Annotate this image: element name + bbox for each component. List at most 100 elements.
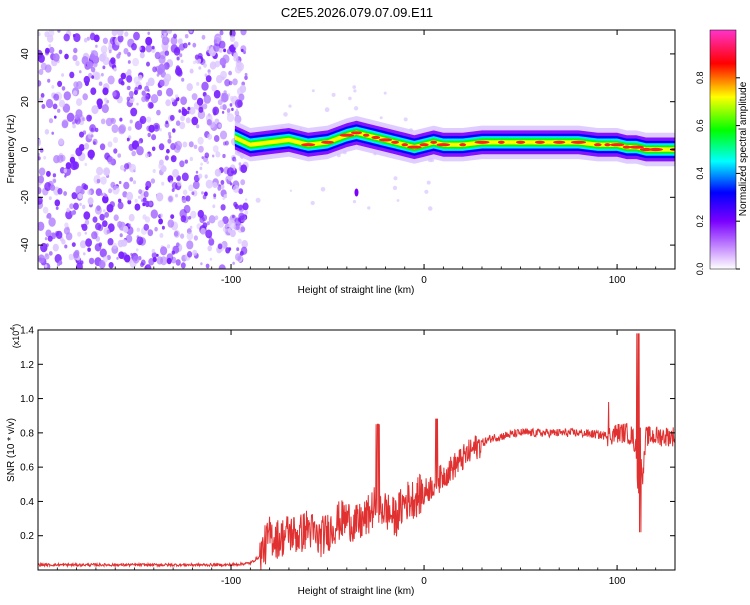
ridge-peak xyxy=(371,135,381,140)
noise-blob xyxy=(205,229,213,239)
noise-blob xyxy=(175,259,181,266)
noise-blob xyxy=(166,148,170,154)
noise-blob xyxy=(232,214,235,219)
noise-blob xyxy=(154,51,161,60)
noise-blob xyxy=(70,160,78,171)
noise-blob xyxy=(170,97,175,103)
noise-blob xyxy=(140,262,144,268)
noise-blob xyxy=(198,66,202,70)
noise-blob xyxy=(38,167,46,176)
noise-blob xyxy=(53,93,60,101)
noise-blob xyxy=(180,262,186,269)
noise-blob xyxy=(167,219,175,228)
noise-blob xyxy=(163,32,167,37)
noise-blob xyxy=(185,195,191,202)
noise-blob xyxy=(167,138,172,144)
noise-blob xyxy=(112,242,118,249)
noise-blob xyxy=(93,141,96,145)
noise-blob xyxy=(180,59,184,63)
noise-blob xyxy=(91,105,99,115)
snr-multiplier: (x104) xyxy=(10,324,21,348)
noise-blob xyxy=(94,243,102,252)
noise-blob xyxy=(170,36,178,46)
noise-blob xyxy=(61,120,69,129)
noise-blob xyxy=(228,219,236,230)
noise-blob xyxy=(134,198,138,203)
noise-blob xyxy=(45,50,49,56)
noise-blob xyxy=(191,116,199,126)
ridge-peak xyxy=(594,143,602,147)
noise-blob xyxy=(352,200,357,204)
noise-blob xyxy=(235,224,240,230)
noise-blob xyxy=(331,92,336,97)
noise-blob xyxy=(223,48,227,53)
noise-blob xyxy=(86,114,92,122)
noise-blob xyxy=(367,206,371,210)
noise-blob xyxy=(134,203,141,211)
noise-blob xyxy=(173,47,181,56)
noise-blob xyxy=(180,115,185,122)
noise-blob xyxy=(212,154,215,158)
noise-blob xyxy=(218,264,226,269)
noise-blob xyxy=(188,141,194,148)
ridge-peak xyxy=(516,140,526,144)
noise-blob xyxy=(238,93,245,101)
noise-blob xyxy=(229,182,233,186)
noise-blob xyxy=(46,170,51,177)
noise-blob xyxy=(94,72,101,80)
noise-blob xyxy=(101,52,107,59)
noise-blob xyxy=(213,135,220,142)
noise-blob xyxy=(235,253,242,261)
noise-blob xyxy=(54,115,57,119)
ridge-peak xyxy=(570,140,587,144)
noise-blob xyxy=(52,173,57,178)
ridge-peak xyxy=(419,143,429,147)
noise-blob xyxy=(189,30,193,33)
noise-blob xyxy=(133,31,140,41)
noise-blob xyxy=(207,133,213,140)
noise-blob xyxy=(213,89,221,99)
noise-blob xyxy=(176,56,180,61)
noise-blob xyxy=(44,264,48,268)
noise-blob xyxy=(132,255,140,264)
noise-blob xyxy=(194,54,200,60)
noise-blob xyxy=(127,199,132,205)
noise-blob xyxy=(126,96,131,102)
noise-blob xyxy=(107,45,113,52)
noise-blob xyxy=(172,168,179,178)
noise-blob xyxy=(212,181,218,189)
noise-blob xyxy=(113,136,118,144)
noise-blob xyxy=(40,93,45,98)
noise-blob xyxy=(187,106,191,111)
noise-blob xyxy=(80,224,84,228)
noise-blob xyxy=(92,216,98,223)
noise-blob xyxy=(142,197,147,203)
ridge-peak xyxy=(436,143,451,147)
noise-blob xyxy=(149,153,152,157)
noise-blob xyxy=(117,201,124,210)
noise-blob xyxy=(161,30,169,35)
noise-blob xyxy=(222,153,226,159)
noise-blob xyxy=(44,129,50,135)
noise-blob xyxy=(128,213,135,222)
noise-blob xyxy=(154,226,158,232)
noise-blob xyxy=(103,209,106,213)
noise-blob xyxy=(84,80,89,87)
noise-blob xyxy=(64,174,67,178)
snr-multiplier-exp: 4 xyxy=(10,327,17,331)
noise-blob xyxy=(75,60,80,67)
noise-blob xyxy=(72,90,78,96)
noise-blob xyxy=(116,30,124,37)
noise-blob xyxy=(229,35,236,42)
noise-blob xyxy=(188,184,194,192)
noise-blob xyxy=(160,256,168,266)
noise-blob xyxy=(120,164,125,171)
noise-blob xyxy=(193,144,198,149)
noise-blob xyxy=(207,245,212,252)
noise-blob xyxy=(228,70,233,76)
noise-blob xyxy=(44,237,48,241)
noise-blob xyxy=(165,99,171,107)
noise-blob xyxy=(87,149,95,159)
noise-blob xyxy=(99,213,105,221)
noise-blob xyxy=(128,143,135,151)
